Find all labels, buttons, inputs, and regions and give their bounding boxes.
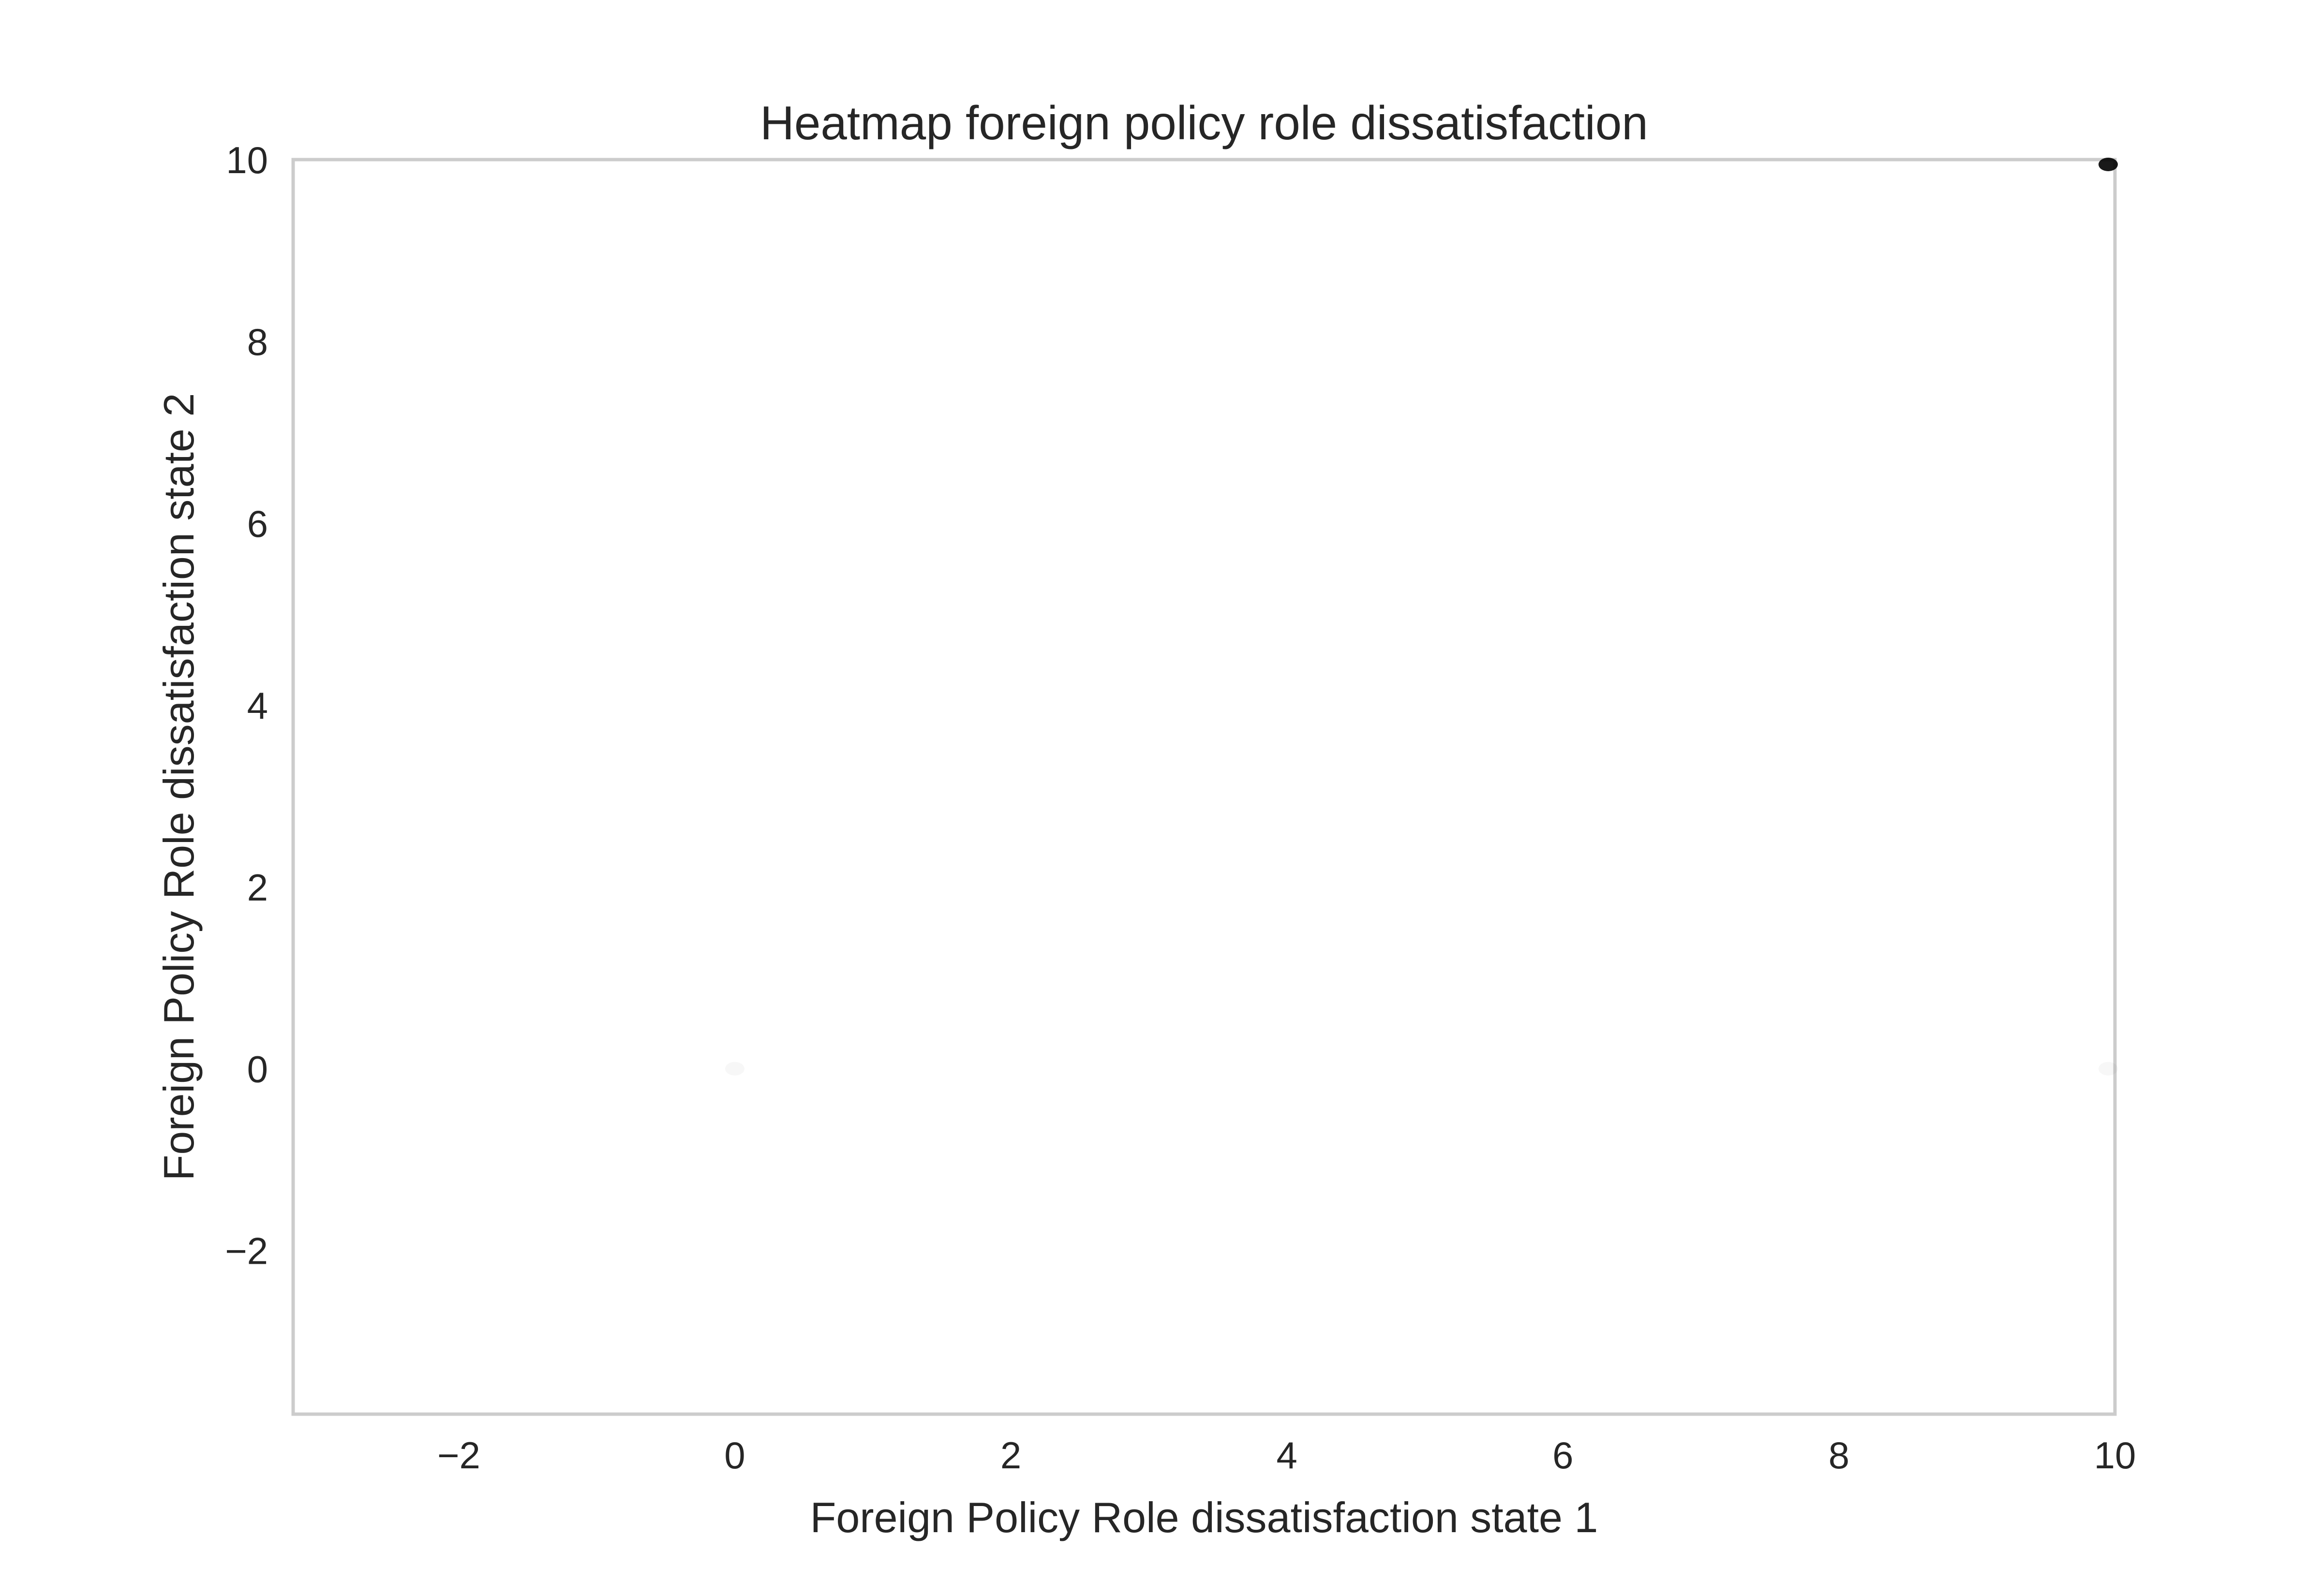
y-tick-label: −2: [225, 1230, 268, 1272]
y-axis-ticks: −2 0 2 4 6 8 10: [225, 139, 268, 1272]
plot-area: [291, 158, 2117, 1416]
heatmap-cell: [2099, 1062, 2118, 1076]
x-axis-ticks: −2 0 2 4 6 8 10: [437, 1434, 2136, 1477]
x-tick-label: 0: [724, 1434, 745, 1477]
heatmap-cell: [725, 1062, 744, 1076]
y-tick-label: 6: [247, 502, 268, 545]
y-tick-label: 10: [226, 139, 268, 181]
x-tick-label: 8: [1829, 1434, 1849, 1477]
y-axis-label: Foreign Policy Role dissatisfaction stat…: [155, 393, 203, 1181]
y-tick-label: 8: [247, 321, 268, 363]
x-tick-label: 6: [1552, 1434, 1573, 1477]
x-tick-label: 2: [1000, 1434, 1021, 1477]
x-axis-label: Foreign Policy Role dissatisfaction stat…: [810, 1493, 1598, 1541]
heatmap-cells: [725, 158, 2118, 1076]
y-tick-label: 4: [247, 684, 268, 727]
x-tick-label: −2: [437, 1434, 480, 1477]
y-tick-label: 2: [247, 866, 268, 909]
heatmap-cell: [2099, 158, 2118, 171]
y-tick-label: 0: [247, 1048, 268, 1091]
chart-title: Heatmap foreign policy role dissatisfact…: [760, 96, 1648, 149]
x-tick-label: 10: [2094, 1434, 2136, 1477]
x-tick-label: 4: [1276, 1434, 1297, 1477]
